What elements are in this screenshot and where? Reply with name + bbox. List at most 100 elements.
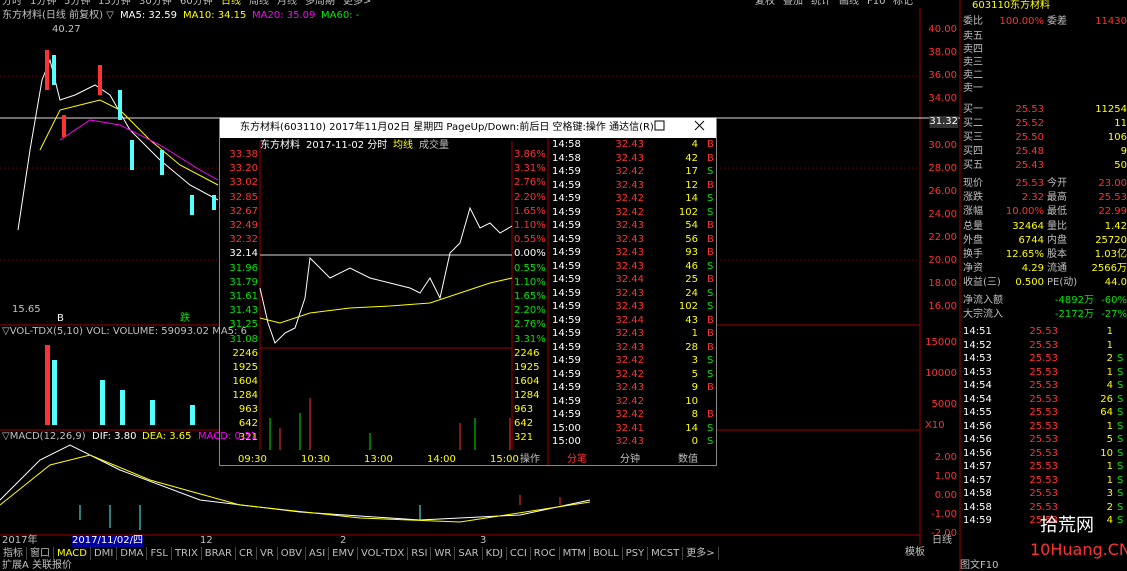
popup-tab[interactable]: 操作 xyxy=(520,454,540,465)
title-bar[interactable] xyxy=(220,118,716,138)
quote-value: 2566万 xyxy=(1091,263,1127,275)
period-tab[interactable]: 60分钟 xyxy=(180,0,213,7)
flow-value: -4892万 xyxy=(1054,295,1094,306)
date-label: 2 xyxy=(340,535,347,546)
period-tab[interactable]: 更多> xyxy=(343,0,372,7)
price-tick: 33.20 xyxy=(229,163,258,175)
indicator-tab[interactable]: VR xyxy=(257,547,278,560)
indicator-tab[interactable]: DMA xyxy=(117,547,148,560)
tick-volume: 64 xyxy=(1100,407,1113,418)
period-tab[interactable]: 5分钟 xyxy=(64,0,91,7)
indicator-tab[interactable]: EMV xyxy=(329,547,358,560)
tick-side: S xyxy=(1117,447,1124,459)
period-tab[interactable]: 1分钟 xyxy=(30,0,57,7)
period-tab[interactable]: 月线 xyxy=(277,0,297,7)
popup-tab[interactable]: 分钟 xyxy=(620,454,640,465)
tool-button[interactable]: 统计 xyxy=(811,0,831,7)
indicator-tab[interactable]: CR xyxy=(236,547,257,560)
template-button[interactable]: 模板 xyxy=(905,547,925,558)
trade-time: 14:59 xyxy=(552,166,581,177)
f10-tab[interactable]: 图文F10 xyxy=(960,560,999,571)
minute-popup[interactable]: 东方材料(603110) 2017年11月02日 星期四 PageUp/Down… xyxy=(219,117,717,466)
indicator-tab[interactable]: DMI xyxy=(91,547,118,560)
trade-volume: 5 xyxy=(691,368,698,380)
indicator-tab[interactable]: 窗口 xyxy=(27,547,54,560)
indicator-tab[interactable]: SAR xyxy=(455,547,483,560)
indicator-tab[interactable]: TRIX xyxy=(172,547,202,560)
indicator-tab[interactable]: BOLL xyxy=(590,547,623,560)
indicator-tab[interactable]: MACD xyxy=(54,547,91,560)
trade-side: S xyxy=(707,206,714,218)
indicator-tab[interactable]: WR xyxy=(431,547,456,560)
price-tick: 32.85 xyxy=(229,191,258,203)
tool-button[interactable]: 叠加 xyxy=(783,0,803,7)
trade-price: 32.43 xyxy=(615,382,644,393)
tick-side: S xyxy=(1117,420,1124,432)
indicator-tab[interactable]: CCI xyxy=(507,547,531,560)
price-tick: 28.00 xyxy=(928,162,957,174)
tool-button[interactable]: 复权 xyxy=(755,0,775,7)
indicator-tab[interactable]: MCST xyxy=(648,547,684,560)
popup-header: 东方材料 xyxy=(260,140,300,151)
quote-value: 44.0 xyxy=(1104,277,1127,289)
bottom-tab[interactable]: 扩展A xyxy=(2,560,29,571)
indicator-tab[interactable]: 指标 xyxy=(0,547,27,560)
quote-label: 总量 xyxy=(963,220,983,232)
trade-side: S xyxy=(707,422,714,434)
indicator-tab[interactable]: MTM xyxy=(560,547,590,560)
tool-button[interactable]: 标记 xyxy=(893,0,913,7)
trade-side: B xyxy=(707,220,714,231)
tool-button[interactable]: 画线 xyxy=(839,0,859,7)
indicator-tab[interactable]: ASI xyxy=(306,547,330,560)
tick-time: 14:59 xyxy=(963,515,992,526)
tick-price: 25.53 xyxy=(1029,434,1058,445)
indicator-tab[interactable]: OBV xyxy=(278,547,306,560)
trade-volume: 28 xyxy=(685,341,698,353)
period-tab[interactable]: 分时 xyxy=(2,0,22,7)
bid-volume: 9 xyxy=(1120,146,1127,157)
trade-side: S xyxy=(707,301,714,312)
indicator-tab[interactable]: 更多> xyxy=(683,547,719,560)
trade-price: 32.41 xyxy=(615,422,644,434)
tick-price: 25.53 xyxy=(1029,326,1058,337)
period-tab[interactable]: 30分钟 xyxy=(139,0,172,7)
vol-tick: 642 xyxy=(238,418,258,429)
price-tick: 31.96 xyxy=(229,262,258,274)
indicator-tab[interactable]: VOL-TDX xyxy=(358,547,409,560)
trade-side: S xyxy=(707,260,714,272)
period-tab[interactable]: 15分钟 xyxy=(98,0,131,7)
indicator-tab[interactable]: FSL xyxy=(147,547,172,560)
period-tab[interactable]: 多周期 xyxy=(305,0,335,7)
trade-volume: 3 xyxy=(691,355,698,366)
bid-price: 25.53 xyxy=(1015,104,1044,115)
popup-tab[interactable]: 数值 xyxy=(678,454,698,465)
tool-button[interactable]: F10 xyxy=(867,0,886,7)
indicator-tab[interactable]: RSI xyxy=(408,547,432,560)
quote-label: 流通 xyxy=(1047,263,1067,275)
pct-tick: 3.31% xyxy=(514,163,546,175)
trade-price: 32.44 xyxy=(615,314,644,326)
price-tick: 36.00 xyxy=(928,70,957,82)
trade-time: 14:59 xyxy=(552,193,581,204)
period-label: 日线 xyxy=(932,535,952,546)
trade-volume: 0 xyxy=(691,436,698,447)
indicator-tab[interactable]: KDJ xyxy=(483,547,507,560)
time-tick: 15:00 xyxy=(490,454,519,465)
tick-side: S xyxy=(1117,434,1124,445)
trade-volume: 4 xyxy=(691,139,698,150)
period-tab[interactable]: 周线 xyxy=(249,0,269,7)
tick-volume: 10 xyxy=(1100,447,1113,459)
indicator-tab[interactable]: ROC xyxy=(531,547,560,560)
macd-bars xyxy=(79,495,561,530)
indicator-tab[interactable]: PSY xyxy=(623,547,649,560)
quote-value: 6744 xyxy=(1018,234,1044,246)
bid-price: 25.50 xyxy=(1015,132,1044,143)
vol-unit: X10 xyxy=(925,420,945,431)
bottom-tab[interactable]: 关联报价 xyxy=(32,560,72,571)
popup-tab[interactable]: 分笔 xyxy=(567,454,587,465)
indicator-tab[interactable]: BRAR xyxy=(202,547,236,560)
period-tab[interactable]: 日线 xyxy=(221,0,241,7)
quote-label: 最高 xyxy=(1047,192,1067,204)
tick-time: 14:53 xyxy=(963,353,992,364)
trade-time: 14:59 xyxy=(552,260,581,272)
